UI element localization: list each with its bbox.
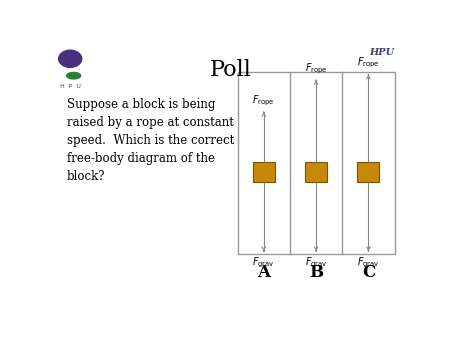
Text: $\mathit{F}_{\rm rope}$: $\mathit{F}_{\rm rope}$ [252,94,275,108]
Text: $\mathit{F}_{\rm rope}$: $\mathit{F}_{\rm rope}$ [305,62,328,76]
Ellipse shape [67,72,81,79]
Bar [305,162,327,182]
Text: HPU: HPU [369,48,395,57]
Text: Suppose a block is being
raised by a rope at constant
speed.  Which is the corre: Suppose a block is being raised by a rop… [67,98,234,183]
Text: H  P  U: H P U [60,83,81,89]
Text: $\mathit{F}_{\rm rope}$: $\mathit{F}_{\rm rope}$ [357,56,380,71]
Text: C: C [362,264,375,281]
Circle shape [58,50,82,67]
Bar [357,162,379,182]
Text: Poll: Poll [210,59,252,81]
Bar [253,162,275,182]
Text: $\mathit{F}_{\rm grav}$: $\mathit{F}_{\rm grav}$ [252,255,275,270]
Text: A: A [257,264,270,281]
Text: B: B [309,264,323,281]
Text: $\mathit{F}_{\rm grav}$: $\mathit{F}_{\rm grav}$ [357,255,380,270]
Bar [238,72,395,254]
Text: $\mathit{F}_{\rm grav}$: $\mathit{F}_{\rm grav}$ [305,255,328,270]
